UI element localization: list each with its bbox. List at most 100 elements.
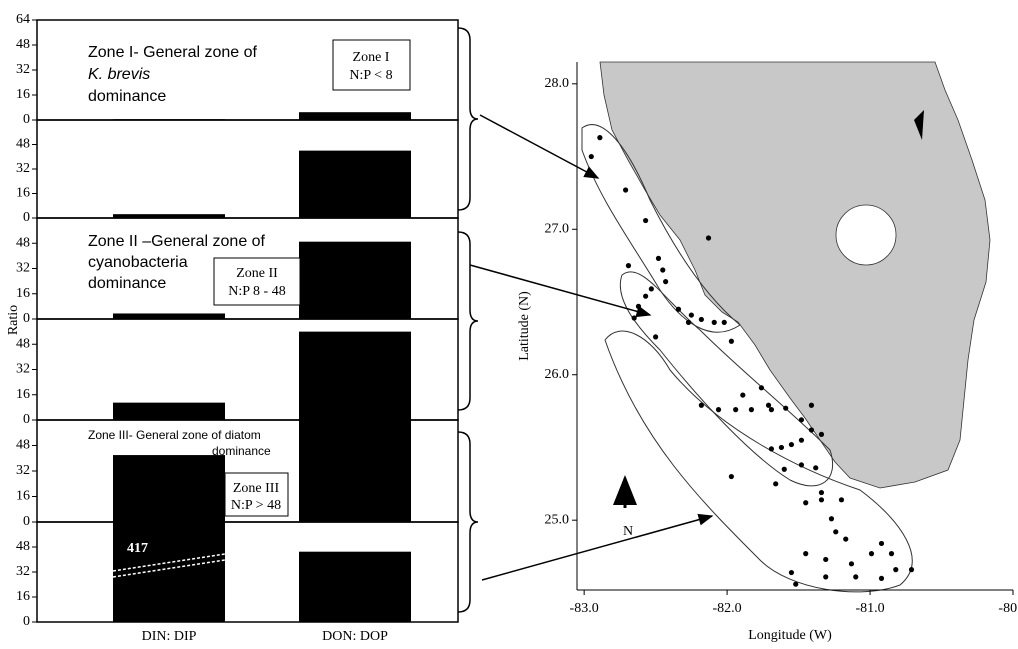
station xyxy=(843,536,849,542)
station xyxy=(908,567,915,573)
y-tick-label: 0 xyxy=(23,112,30,127)
north-label: N xyxy=(623,524,633,539)
station xyxy=(783,405,789,411)
station xyxy=(768,446,775,452)
annotation: dominance xyxy=(212,444,271,458)
station xyxy=(660,267,666,273)
zone-outline xyxy=(619,271,834,487)
bar xyxy=(299,150,411,218)
station xyxy=(765,402,772,408)
station xyxy=(728,338,734,344)
y-tick-label: 26.0 xyxy=(545,367,570,382)
station xyxy=(748,407,755,413)
station xyxy=(588,153,594,160)
station xyxy=(715,407,722,413)
station xyxy=(818,431,825,437)
panel-frame xyxy=(36,521,459,623)
station xyxy=(705,235,712,241)
y-tick-label: 48 xyxy=(16,336,30,351)
connectors xyxy=(457,27,714,613)
y-tick-label: 16 xyxy=(16,489,30,504)
bar-group xyxy=(113,150,411,218)
station xyxy=(788,441,795,448)
annotation: Zone II –General zone of xyxy=(88,233,266,250)
x-tick-label: -82.0 xyxy=(713,601,742,616)
station xyxy=(853,574,859,580)
station xyxy=(803,500,809,506)
station xyxy=(818,489,825,496)
station xyxy=(635,303,642,309)
bar-panels: 0 16 32 48 64 0 16 32 48 0 16 32 48 0 16 32 48 0 16 32 48 0 16… xyxy=(16,12,459,644)
annotation: dominance xyxy=(88,275,166,292)
station xyxy=(625,263,632,269)
y-tick-label: 48 xyxy=(16,137,30,152)
box xyxy=(332,39,411,91)
zone-outline xyxy=(604,330,913,593)
box xyxy=(213,257,301,306)
bar xyxy=(113,313,225,319)
small-arrow xyxy=(914,110,924,140)
bar xyxy=(299,551,411,622)
station xyxy=(675,306,682,312)
bar-group xyxy=(113,420,411,522)
box-text: N:P 8 - 48 xyxy=(228,284,285,299)
bar xyxy=(113,522,225,622)
x-axis-label: Longitude (W) xyxy=(748,628,832,643)
map xyxy=(581,61,991,593)
station xyxy=(597,135,603,141)
station xyxy=(655,255,662,261)
y-tick-label: 0 xyxy=(23,614,30,629)
y-tick-label: 16 xyxy=(16,87,30,102)
station xyxy=(868,551,875,557)
bracket xyxy=(457,27,479,211)
y-tick-label: 48 xyxy=(16,438,30,453)
bar xyxy=(299,241,411,319)
y-tick-label: 32 xyxy=(16,62,30,77)
station xyxy=(878,575,885,581)
y-tick-label: 32 xyxy=(16,261,30,276)
annotation: Zone I- General zone of xyxy=(88,44,258,61)
arrow xyxy=(479,114,600,179)
axis-break xyxy=(112,553,226,572)
station xyxy=(663,279,669,285)
station xyxy=(685,319,692,325)
station xyxy=(773,481,779,487)
y-tick-label: 32 xyxy=(16,463,30,478)
station xyxy=(793,581,799,587)
bracket xyxy=(457,231,479,411)
station xyxy=(808,402,815,408)
station xyxy=(778,444,785,451)
station xyxy=(828,516,835,522)
station xyxy=(721,319,727,325)
station xyxy=(698,316,704,323)
station xyxy=(623,187,629,193)
station xyxy=(798,417,805,423)
y-tick-label: 0 xyxy=(23,311,30,326)
station xyxy=(838,497,845,503)
bar xyxy=(113,214,225,218)
annotation: Zone III- General zone of diatom xyxy=(88,428,261,442)
station xyxy=(893,567,899,573)
x-tick-label: DIN: DIP xyxy=(142,629,197,644)
box-text: Zone I xyxy=(353,50,390,65)
bar xyxy=(299,112,411,120)
station xyxy=(788,569,795,576)
x-tick-label: -81.0 xyxy=(855,601,884,616)
box xyxy=(224,472,289,517)
box-text: N:P > 48 xyxy=(231,498,281,513)
station xyxy=(888,551,895,557)
station xyxy=(758,385,765,391)
station xyxy=(698,402,704,408)
y-tick-label: 48 xyxy=(16,539,30,554)
box-text: N:P < 8 xyxy=(349,68,392,83)
station xyxy=(711,319,717,325)
station xyxy=(878,540,885,547)
y-tick-label: 0 xyxy=(23,412,30,427)
station xyxy=(823,574,829,580)
x-tick-label: -80.0 xyxy=(998,601,1018,616)
y-tick-label: 32 xyxy=(16,564,30,579)
box-text: Zone II xyxy=(236,266,278,281)
y-tick-label: 16 xyxy=(16,589,30,604)
box-text: Zone III xyxy=(233,481,280,496)
